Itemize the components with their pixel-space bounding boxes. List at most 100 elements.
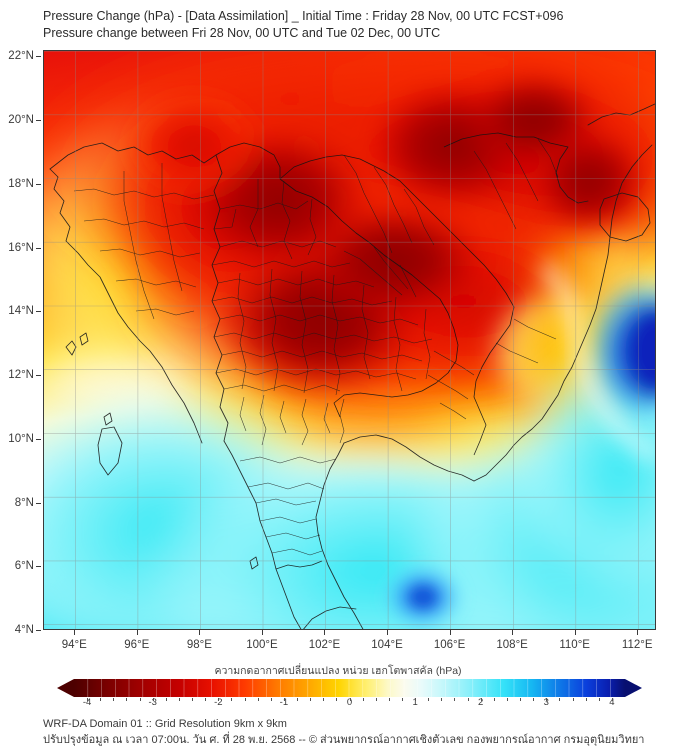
colorbar-minor-tick	[336, 698, 338, 701]
colorbar-tick-label: 3	[543, 697, 549, 708]
colorbar-minor-tick	[192, 698, 194, 701]
colorbar-minor-tick	[506, 698, 508, 701]
colorbar-minor-tick	[546, 698, 548, 701]
latitude-tick-mark	[36, 120, 41, 122]
map-coastlines	[49, 103, 655, 629]
colorbar-minor-tick	[533, 698, 535, 701]
latitude-tick-label: 18°N	[8, 177, 34, 190]
latitude-tick-label: 10°N	[8, 432, 34, 445]
colorbar-minor-tick	[218, 698, 220, 701]
colorbar-minor-tick	[362, 698, 364, 701]
colorbar-minor-tick	[585, 698, 587, 701]
colorbar-minor-tick	[100, 698, 102, 701]
colorbar-minor-tick	[205, 698, 207, 701]
colorbar-minor-tick	[113, 698, 115, 701]
colorbar-minor-tick	[87, 698, 89, 701]
colorbar-minor-tick	[572, 698, 574, 701]
colorbar-minor-tick	[611, 698, 613, 701]
colorbar-minor-tick	[297, 698, 299, 701]
map-gridlines	[44, 51, 655, 629]
latitude-tick-mark	[36, 247, 41, 249]
longitude-tick-mark	[387, 630, 389, 635]
colorbar-minor-tick	[244, 698, 246, 701]
colorbar-tick-label: 1	[412, 697, 418, 708]
map-plot-area[interactable]	[43, 50, 656, 630]
colorbar-minor-tick	[178, 698, 180, 701]
colorbar[interactable]: -4 -3 -2 -1 0 1 2 3 4	[43, 678, 656, 714]
longitude-axis: 94°E 96°E 98°E 100°E 102°E 104°E 106°E 108°E 110…	[43, 630, 656, 654]
colorbar-minor-tick	[559, 698, 561, 701]
longitude-tick-label: 104°E	[371, 639, 403, 651]
colorbar-tick-label: 4	[609, 697, 615, 708]
footer-line-1: WRF-DA Domain 01 :: Grid Resolution 9km …	[43, 718, 287, 730]
longitude-tick-label: 108°E	[496, 639, 528, 651]
title-line-2: Pressure change between Fri 28 Nov, 00 U…	[43, 26, 441, 40]
latitude-tick-label: 20°N	[8, 114, 34, 127]
colorbar-minor-tick	[598, 698, 600, 701]
colorbar-title: ความกดอากาศเปลี่ยนแปลง หน่วย เฮกโตพาสคัล…	[214, 665, 462, 677]
colorbar-minor-tick	[270, 698, 272, 701]
colorbar-tick-label: -1	[279, 697, 289, 708]
colorbar-minor-tick	[375, 698, 377, 701]
latitude-tick-label: 14°N	[8, 305, 34, 318]
latitude-tick-label: 6°N	[14, 560, 34, 573]
longitude-tick-label: 98°E	[186, 639, 212, 651]
colorbar-minor-tick	[323, 698, 325, 701]
colorbar-gradient	[57, 679, 642, 697]
colorbar-minor-tick	[388, 698, 390, 701]
longitude-tick-label: 100°E	[246, 639, 278, 651]
latitude-tick-mark	[36, 502, 41, 504]
colorbar-tick-label: -3	[148, 697, 157, 708]
longitude-tick-mark	[199, 630, 201, 635]
longitude-tick-mark	[449, 630, 451, 635]
map-national-borders	[215, 132, 569, 570]
longitude-tick-label: 96°E	[124, 639, 150, 651]
colorbar-tick-label: -4	[82, 697, 92, 708]
longitude-tick-mark	[324, 630, 326, 635]
title-line-1: Pressure Change (hPa) - [Data Assimilati…	[43, 9, 564, 23]
longitude-tick-label: 112°E	[621, 639, 653, 651]
longitude-tick-mark	[136, 630, 138, 635]
colorbar-minor-tick	[401, 698, 403, 701]
longitude-tick-mark	[574, 630, 576, 635]
footer-block: WRF-DA Domain 01 :: Grid Resolution 9km …	[43, 716, 663, 748]
longitude-tick-label: 102°E	[308, 639, 341, 651]
colorbar-minor-tick	[152, 698, 154, 701]
longitude-tick-mark	[74, 630, 76, 635]
latitude-tick-mark	[36, 375, 41, 377]
latitude-tick-label: 12°N	[8, 369, 34, 382]
colorbar-minor-tick	[283, 698, 285, 701]
colorbar-minor-tick	[454, 698, 456, 701]
map-province-borders	[73, 138, 559, 556]
chart-title-block: Pressure Change (hPa) - [Data Assimilati…	[43, 8, 663, 42]
latitude-tick-mark	[36, 56, 41, 58]
footer-line-2: ปรับปรุงข้อมูล ณ เวลา 07:00น. วัน ศ. ที่…	[43, 734, 645, 746]
latitude-tick-mark	[36, 438, 41, 440]
plot-frame	[43, 50, 656, 630]
colorbar-minor-tick	[126, 698, 128, 701]
latitude-tick-mark	[36, 630, 41, 631]
latitude-tick-label: 16°N	[8, 241, 34, 254]
colorbar-minor-tick	[165, 698, 167, 701]
longitude-tick-label: 106°E	[433, 639, 466, 651]
longitude-tick-mark	[637, 630, 639, 635]
colorbar-minor-tick	[415, 698, 417, 701]
colorbar-minor-tick	[349, 698, 351, 701]
longitude-tick-mark	[512, 630, 514, 635]
colorbar-minor-tick	[467, 698, 469, 701]
latitude-tick-label: 22°N	[8, 50, 34, 63]
colorbar-minor-tick	[480, 698, 482, 701]
colorbar-minor-tick	[310, 698, 312, 701]
latitude-tick-mark	[36, 183, 41, 185]
colorbar-minor-tick	[231, 698, 233, 701]
colorbar-minor-tick	[139, 698, 141, 701]
colorbar-tick-label: 0	[346, 697, 353, 708]
colorbar-tick-label: 2	[478, 697, 484, 708]
latitude-tick-mark	[36, 311, 41, 313]
colorbar-minor-tick	[257, 698, 259, 701]
longitude-tick-mark	[261, 630, 263, 635]
colorbar-minor-tick	[428, 698, 430, 701]
colorbar-minor-tick	[520, 698, 522, 701]
latitude-tick-mark	[36, 566, 41, 568]
colorbar-minor-tick	[493, 698, 495, 701]
